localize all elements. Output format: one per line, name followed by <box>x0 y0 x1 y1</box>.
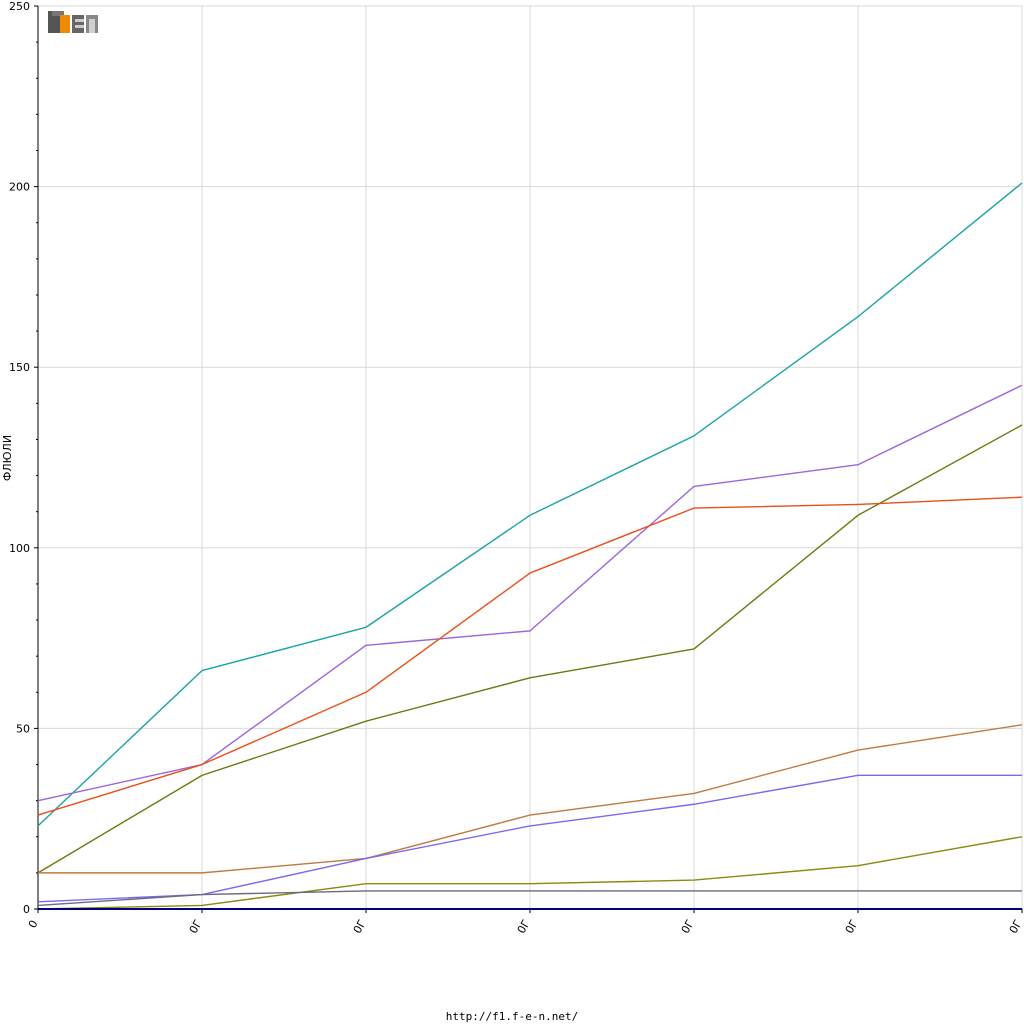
y-tick-label: 200 <box>9 181 30 194</box>
y-tick-label: 50 <box>16 722 30 735</box>
series-line <box>38 724 1023 874</box>
footer-url[interactable]: http://f1.f-e-n.net/ <box>445 1010 579 1023</box>
x-tick-label: 0Γ <box>843 917 861 936</box>
series-line <box>37 496 1023 816</box>
series-line <box>37 890 1022 907</box>
y-tick-label: 0 <box>23 903 30 916</box>
x-tick-label: 0Γ <box>351 917 369 936</box>
y-axis-label: ФЛЮЛИ <box>1 435 14 481</box>
series-line <box>37 836 1023 910</box>
x-tick-label: 0Γ <box>679 917 697 936</box>
axis-layer: 0 50 100 150 200 250 0 0Γ 0Γ 0Γ 0Γ 0Γ 0Γ <box>9 0 1024 936</box>
y-tick-label: 150 <box>9 361 30 374</box>
x-tick-label: 0 <box>26 918 41 931</box>
y-tick-label: 250 <box>9 0 30 13</box>
x-tick-label: 0Γ <box>1007 917 1024 936</box>
series-line <box>37 424 1023 874</box>
x-tick-label: 0Γ <box>515 917 533 936</box>
f1en-logo <box>48 9 98 35</box>
series-layer <box>37 182 1023 910</box>
y-tick-label: 100 <box>9 542 30 555</box>
x-tick-label: 0Γ <box>187 917 205 936</box>
series-line <box>37 182 1023 827</box>
grid-layer <box>38 5 1023 910</box>
label-layer: ФЛЮЛИ <box>1 435 14 481</box>
